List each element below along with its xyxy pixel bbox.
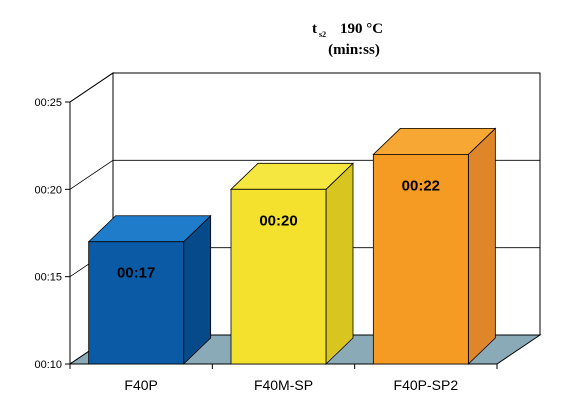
gridline [69,72,540,103]
chart-title: t s2 190 °C (min:ss) [312,21,383,58]
title-subscript: s2 [319,30,326,39]
category-label: F40P [124,377,157,393]
bar-f40p-sp2: 00:22 [372,127,497,365]
bar-f40m-sp: 00:20 [230,162,354,365]
title-t: t [312,21,317,37]
y-tick-label: 00:20 [34,184,62,196]
data-label: 00:22 [402,177,440,194]
category-label: F40M-SP [254,377,313,393]
bars: 00:17 00:20 00:22 [87,127,497,365]
bar-front [372,153,469,365]
bar-side [325,162,354,365]
title-units: (min:ss) [328,42,380,58]
x-axis-category-labels: F40P F40M-SP F40P-SP2 [124,377,458,393]
y-tick-label: 00:15 [34,272,62,284]
y-tick-label: 00:10 [34,359,62,371]
bar-f40p: 00:17 [87,214,212,365]
bar-side [467,127,496,365]
data-label: 00:20 [259,212,297,229]
category-label: F40P-SP2 [394,377,459,393]
y-axis-tick-labels: 00:10 00:15 00:20 00:25 [34,97,62,371]
title-temperature: 190 °C [340,21,383,37]
data-label: 00:17 [117,265,155,282]
bar-front [230,188,327,365]
bar-front [88,241,185,365]
y-tick-label: 00:25 [34,97,62,109]
